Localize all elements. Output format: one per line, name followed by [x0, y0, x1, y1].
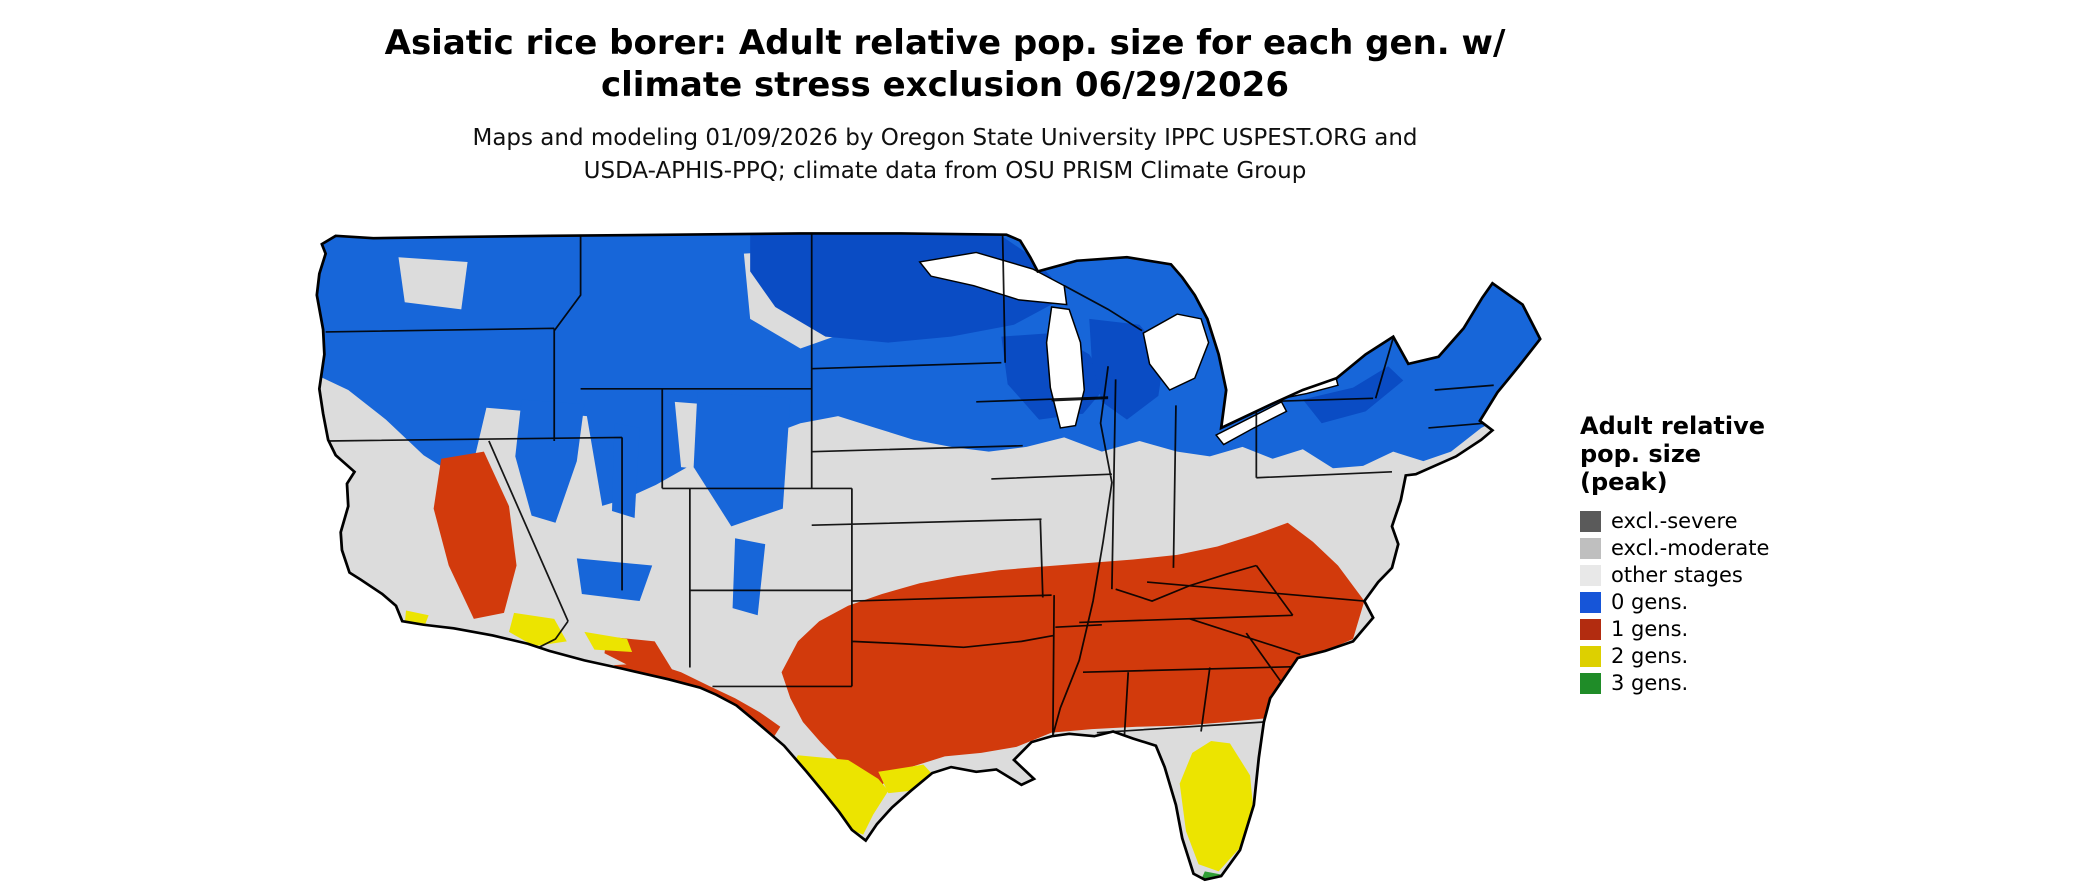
- legend-title-line-1: Adult relative: [1580, 412, 1766, 440]
- region-2gens-texas-coast: [878, 764, 933, 794]
- region-0gens-sierra-nevada: [515, 399, 585, 523]
- region-2gens-yuma: [584, 631, 633, 653]
- legend-item-label: excl.-severe: [1611, 509, 1738, 533]
- region-2gens-south-texas: [792, 755, 889, 835]
- legend-item: other stages: [1580, 562, 1910, 588]
- legend-title-line-2: pop. size: [1580, 440, 1702, 468]
- region-0gens-dark-upstate-ny: [1302, 366, 1404, 424]
- map-subtitle: Maps and modeling 01/09/2026 by Oregon S…: [0, 122, 1890, 188]
- legend-swatch: [1580, 645, 1601, 667]
- region-0gens-wasatch: [612, 423, 640, 519]
- region-3gens-florida-keys-dot2: [1189, 884, 1195, 888]
- legend-item: 3 gens.: [1580, 670, 1910, 696]
- region-0gens-colorado-rockies: [693, 392, 791, 527]
- legend-swatch: [1580, 537, 1601, 559]
- legend-item-label: other stages: [1611, 563, 1743, 587]
- legend-title-line-3: (peak): [1580, 468, 1668, 496]
- map-subtitle-line-1: Maps and modeling 01/09/2026 by Oregon S…: [472, 125, 1418, 151]
- lake-erie: [1215, 400, 1288, 446]
- legend-swatch: [1580, 672, 1601, 694]
- lake-superior: [918, 251, 1068, 306]
- region-0gens-north-new-mexico: [732, 538, 766, 616]
- legend-item: 0 gens.: [1580, 589, 1910, 615]
- state-boundaries: [325, 233, 1494, 740]
- legend-item: 2 gens.: [1580, 643, 1910, 669]
- lake-huron: [1142, 313, 1210, 391]
- legend-swatch: [1580, 591, 1601, 613]
- legend-item-label: 3 gens.: [1611, 671, 1689, 695]
- map-subtitle-line-2: USDA-APHIS-PPQ; climate data from OSU PR…: [583, 158, 1307, 184]
- region-1gens-california-valley: [433, 451, 517, 619]
- us-generation-map: [315, 232, 1542, 888]
- legend-item: excl.-moderate: [1580, 535, 1910, 561]
- region-1gens-south-band: [781, 522, 1365, 797]
- us-outline: [315, 232, 1542, 882]
- legend-swatch: [1580, 510, 1601, 532]
- map-title-line-2: climate stress exclusion 06/29/2026: [600, 65, 1289, 105]
- region-2gens-florida: [1179, 740, 1254, 872]
- legend-item: excl.-severe: [1580, 508, 1910, 534]
- legend-item: 1 gens.: [1580, 616, 1910, 642]
- region-gray-east-washington: [398, 257, 468, 310]
- legend-item-label: 0 gens.: [1611, 590, 1689, 614]
- region-2gens-imperial-valley: [509, 612, 567, 647]
- legend-item-label: excl.-moderate: [1611, 536, 1770, 560]
- header: Asiatic rice borer: Adult relative pop. …: [0, 22, 1890, 188]
- legend: Adult relative pop. size (peak) excl.-se…: [1580, 412, 1910, 697]
- legend-item-label: 2 gens.: [1611, 644, 1689, 668]
- legend-swatch: [1580, 618, 1601, 640]
- region-3gens-florida-keys-dot: [1178, 880, 1186, 887]
- legend-item-label: 1 gens.: [1611, 617, 1689, 641]
- legend-swatch: [1580, 564, 1601, 586]
- region-0gens-mogollon-rim: [576, 558, 653, 602]
- map-title-line-1: Asiatic rice borer: Adult relative pop. …: [384, 23, 1506, 63]
- legend-items: excl.-severe excl.-moderate other stages 0 …: [1580, 508, 1910, 696]
